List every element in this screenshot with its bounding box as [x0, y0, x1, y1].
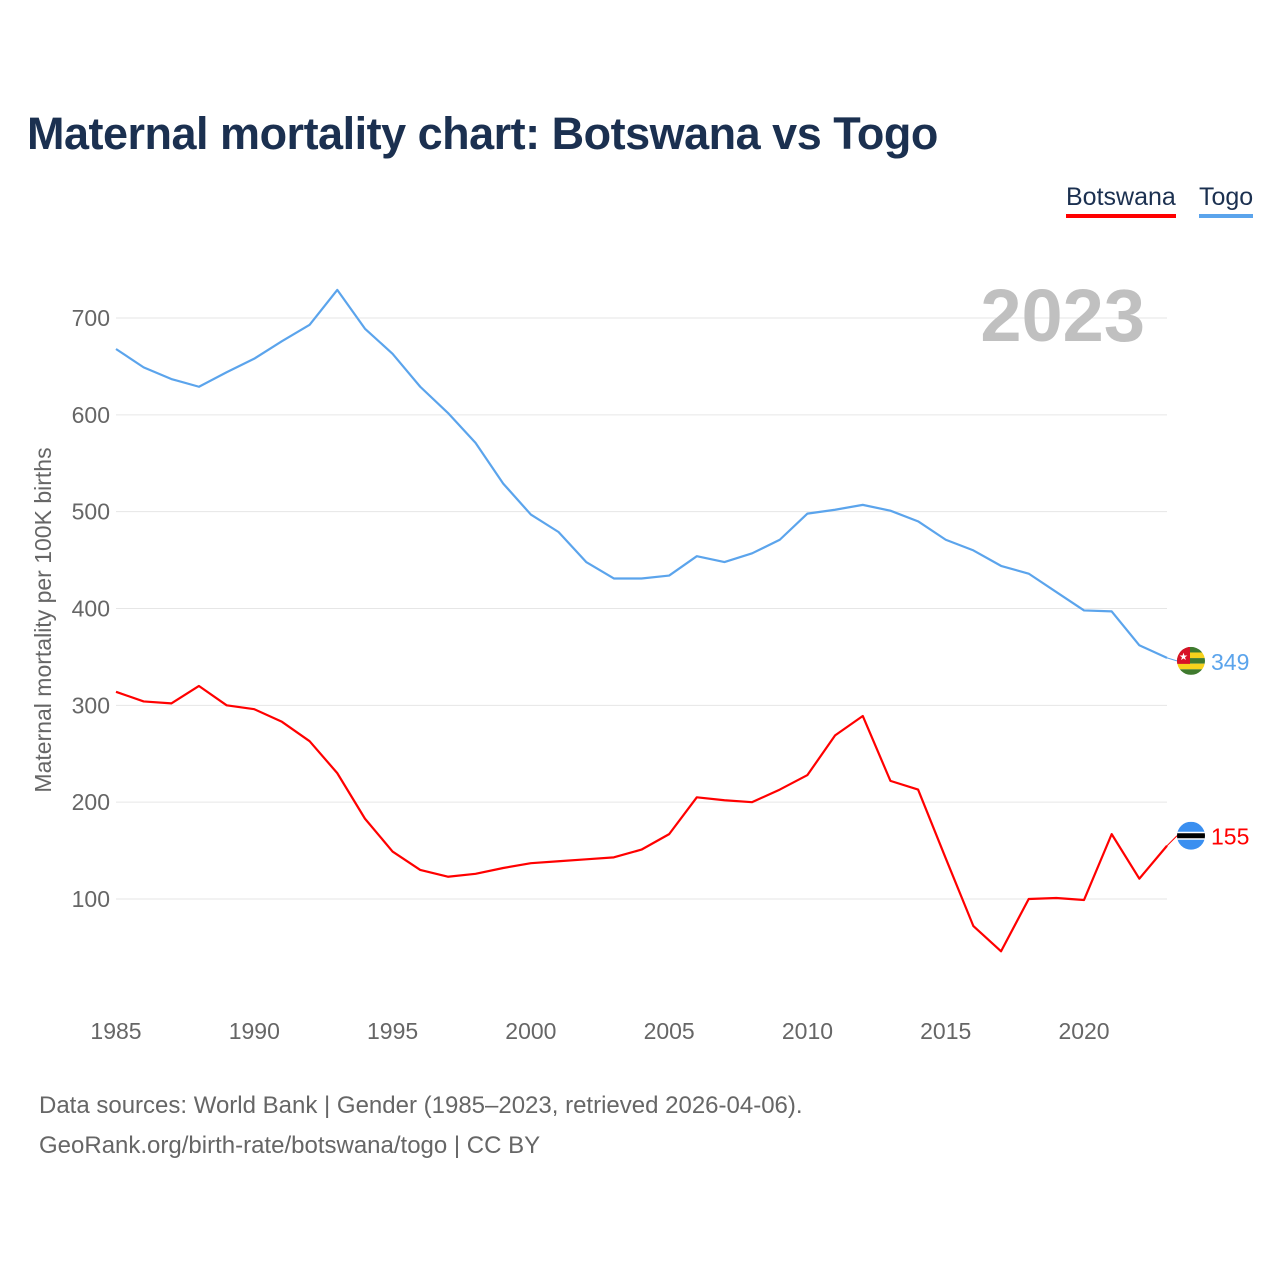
x-tick-label: 2010 [782, 1018, 833, 1044]
togo-flag-icon: ★ [1177, 646, 1205, 675]
flag-black [1177, 833, 1205, 839]
y-tick-label: 300 [72, 692, 110, 718]
flag-stripe [1177, 646, 1205, 653]
flag-stripe [1177, 663, 1205, 670]
series-line-botswana [115, 684, 1168, 953]
x-tick-label: 1990 [229, 1018, 280, 1044]
x-tick-label: 1995 [367, 1018, 418, 1044]
y-tick-label: 600 [72, 402, 110, 428]
y-tick-label: 200 [72, 789, 110, 815]
flag-body: ★ [1177, 646, 1205, 675]
flag-stripe [1177, 652, 1205, 659]
end-connector [1166, 657, 1178, 662]
y-axis-label: Maternal mortality per 100K births [30, 447, 56, 792]
end-connector [1166, 835, 1178, 847]
x-tick-label: 2005 [644, 1018, 695, 1044]
footer-sources: Data sources: World Bank | Gender (1985–… [39, 1092, 803, 1119]
chart-title: Maternal mortality chart: Botswana vs To… [27, 108, 938, 159]
y-tick-label: 400 [72, 596, 110, 622]
x-tick-label: 2020 [1058, 1018, 1109, 1044]
flag-stripe [1177, 658, 1205, 664]
flag-stripe [1177, 669, 1205, 675]
flag-body [1177, 821, 1205, 850]
botswana-flag-icon [1177, 821, 1205, 850]
legend-botswana[interactable]: Botswana [1066, 183, 1176, 218]
x-tick-label: 2015 [920, 1018, 971, 1044]
x-tick-label: 2000 [505, 1018, 556, 1044]
end-value-label: 155 [1211, 824, 1249, 850]
end-value-label: 349 [1211, 649, 1249, 675]
y-tick-label: 500 [72, 499, 110, 525]
flag-star: ★ [1179, 652, 1188, 663]
y-tick-label: 100 [72, 886, 110, 912]
x-tick-label: 1985 [90, 1018, 141, 1044]
series-line-togo [115, 288, 1168, 659]
footer-link[interactable]: GeoRank.org/birth-rate/botswana/togo | C… [39, 1132, 541, 1159]
y-tick-label: 700 [72, 305, 110, 331]
legend-togo[interactable]: Togo [1199, 183, 1254, 218]
year-watermark: 2023 [980, 274, 1145, 357]
footer: Data sources: World Bank | Gender (1985–… [39, 1086, 803, 1166]
